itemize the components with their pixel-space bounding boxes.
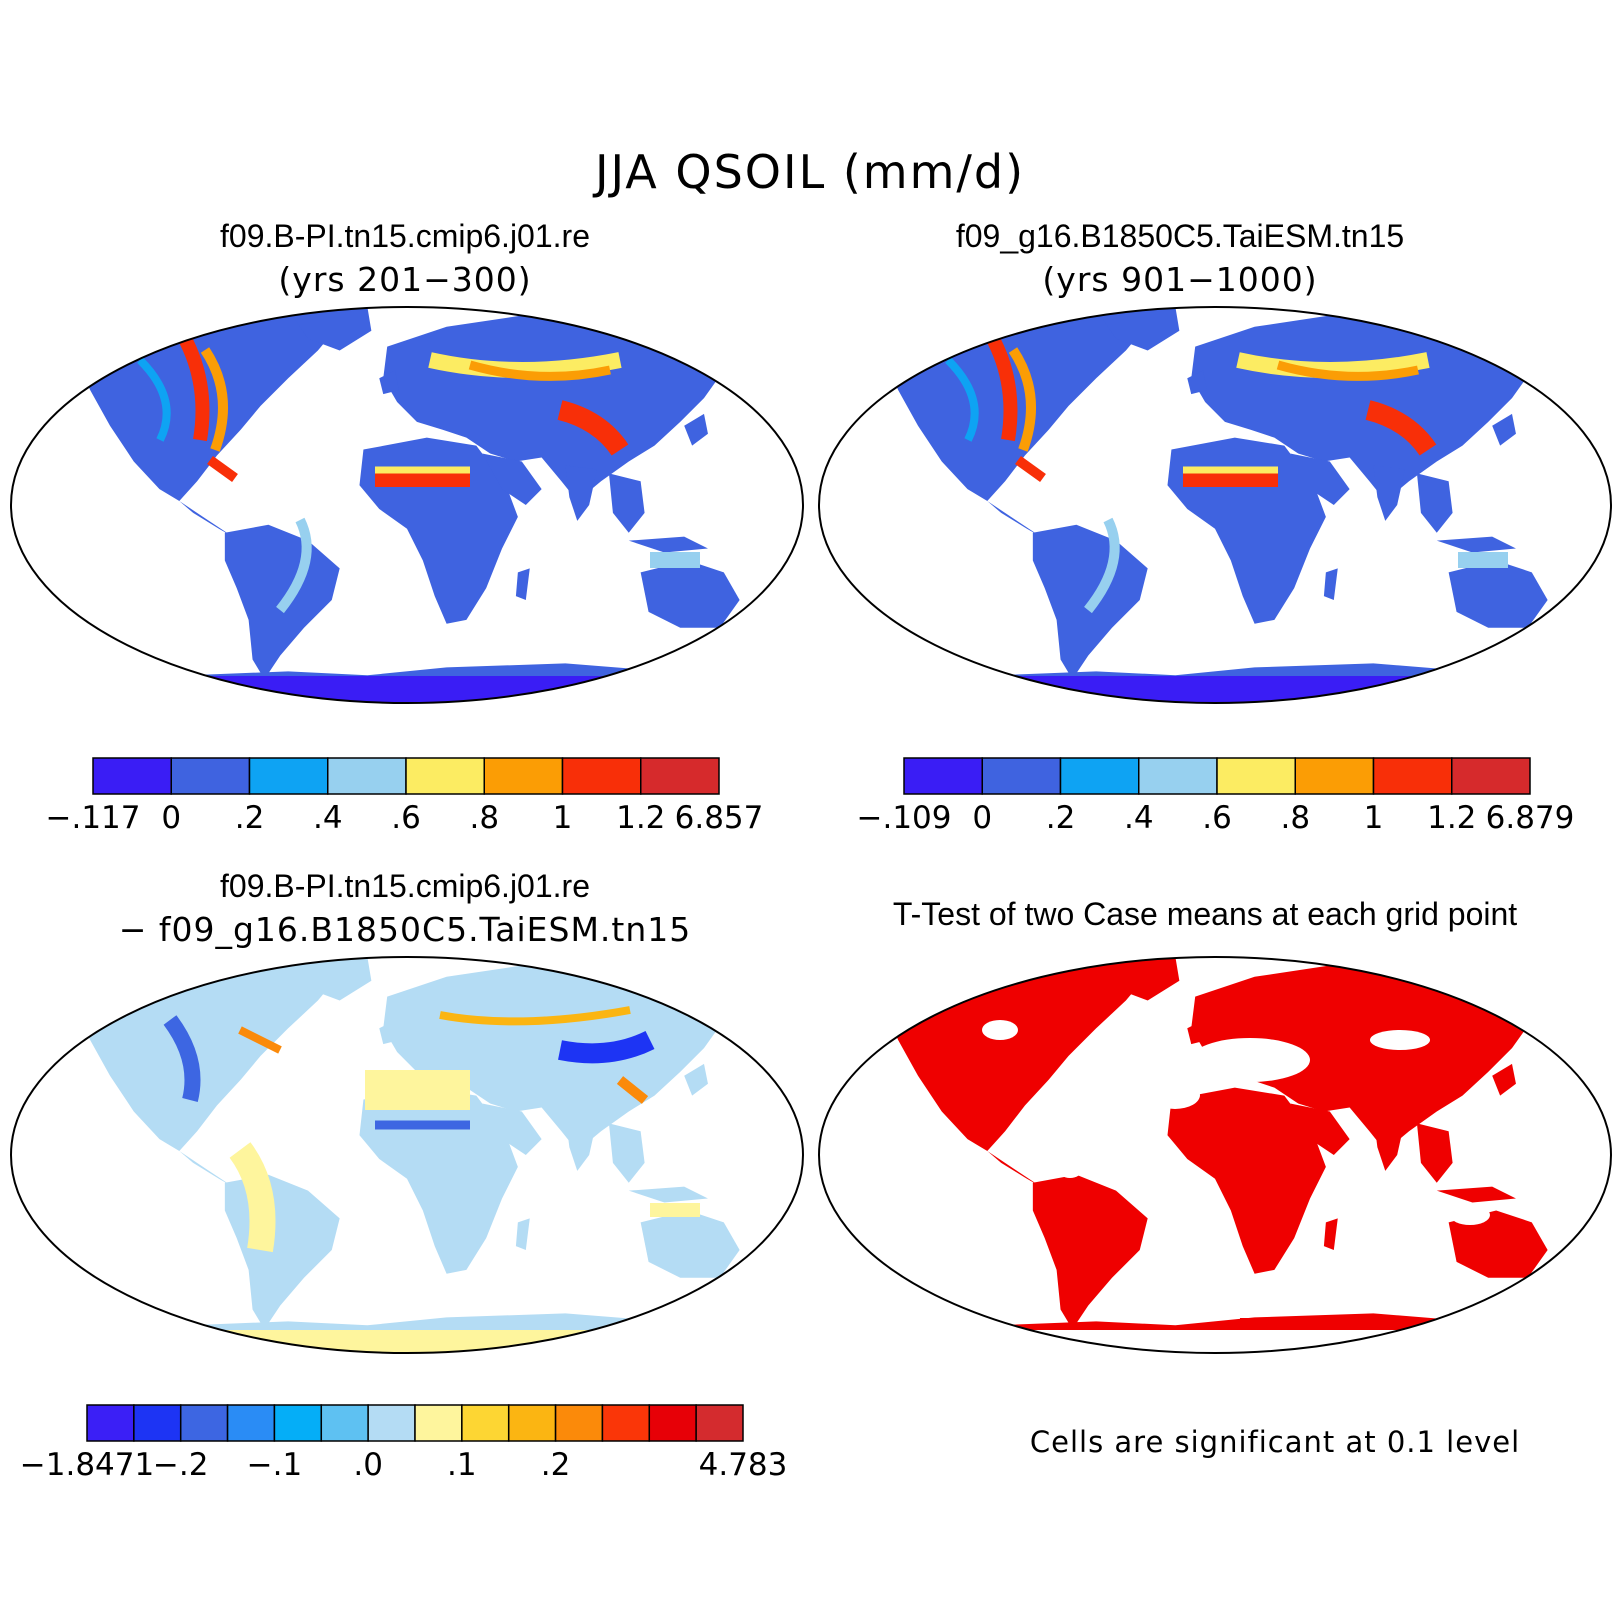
colorbar-swatch (1216, 757, 1296, 795)
map-panel-ttest (818, 956, 1612, 1354)
panel-title-case1: f09.B-PI.tn15.cmip6.j01.re (220, 218, 590, 254)
colorbar-swatch (92, 757, 172, 795)
colorbar-swatch (1372, 757, 1453, 795)
colorbar-swatch (248, 757, 329, 795)
colorbar-tick-label: −.2 (152, 1447, 209, 1483)
colorbar-tick-label: 1.2 (616, 800, 666, 836)
colorbar-swatch (320, 1404, 369, 1442)
colorbar-swatch (86, 1404, 135, 1442)
colorbar-swatch (461, 1404, 510, 1442)
colorbar-tick-label: 1 (1363, 800, 1384, 836)
colorbar-tick-label: 0 (161, 800, 182, 836)
map-panel-diff (10, 956, 804, 1354)
colorbar-tick-label: .2 (234, 800, 265, 836)
panel-title-diff: f09.B-PI.tn15.cmip6.j01.re (220, 868, 590, 904)
significance-note: Cells are significant at 0.1 level (1029, 1425, 1521, 1459)
colorbar-tick-label: 0 (972, 800, 993, 836)
colorbar-tick-label: −.1 (246, 1447, 303, 1483)
panel-subtitle-case1: (yrs 201−300) (278, 260, 532, 299)
colorbar-tick-label: 1 (552, 800, 573, 836)
colorbar-swatch (179, 1404, 229, 1442)
colorbar-tick-label: −.109 (856, 800, 952, 836)
colorbar-tick-label: −1.8471 (19, 1447, 155, 1483)
colorbar-tick-label: .2 (1045, 800, 1076, 836)
colorbar-swatch (405, 757, 485, 795)
colorbar-tick-label: .8 (1280, 800, 1311, 836)
map-panel-case2 (818, 306, 1612, 704)
panel-subtitle-case2: (yrs 901−1000) (1042, 260, 1318, 299)
colorbar-swatch (273, 1404, 323, 1442)
colorbar-swatch (561, 757, 642, 795)
colorbar-swatch (226, 1404, 276, 1442)
colorbar-swatch (981, 757, 1062, 795)
colorbar-tick-label: .6 (391, 800, 421, 836)
colorbar-tick-label: .8 (469, 800, 500, 836)
colorbar-tick-label: .6 (1202, 800, 1232, 836)
colorbar-swatch (1451, 757, 1531, 795)
colorbar-swatch (1059, 757, 1140, 795)
colorbar-tick-label: .0 (353, 1447, 383, 1483)
colorbar-swatch (507, 1404, 557, 1442)
colorbar-swatch (483, 757, 564, 795)
colorbar-diff (86, 1404, 744, 1442)
colorbar-swatch (648, 1404, 697, 1442)
panel-subtitle-diff: − f09_g16.B1850C5.TaiESM.tn15 (118, 910, 692, 949)
colorbar-tick-label: −.117 (45, 800, 141, 836)
colorbar-swatch (133, 1404, 182, 1442)
colorbar-swatch (695, 1404, 744, 1442)
colorbar-tick-label: .4 (312, 800, 343, 836)
colorbar-tick-label: .2 (540, 1447, 571, 1483)
colorbar-tick-label: .4 (1123, 800, 1154, 836)
colorbar-swatch (170, 757, 251, 795)
colorbar-swatch (554, 1404, 604, 1442)
map-panel-case1 (10, 306, 804, 704)
colorbar-case2 (903, 757, 1531, 795)
colorbar-swatch (1294, 757, 1375, 795)
colorbar-swatch (903, 757, 983, 795)
colorbar-tick-label: 1.2 (1427, 800, 1477, 836)
colorbar-tick-label: 4.783 (698, 1447, 788, 1483)
colorbar-tick-label: 6.857 (674, 800, 764, 836)
colorbar-swatch (367, 1404, 416, 1442)
colorbar-tick-label: .1 (447, 1447, 477, 1483)
colorbar-swatch (1138, 757, 1218, 795)
colorbar-swatch (414, 1404, 463, 1442)
figure-title: JJA QSOIL (mm/d) (594, 145, 1026, 199)
panel-title-case2: f09_g16.B1850C5.TaiESM.tn15 (955, 218, 1405, 254)
colorbar-swatch (601, 1404, 651, 1442)
colorbar-swatch (327, 757, 407, 795)
panel-title-ttest: T-Test of two Case means at each grid po… (892, 896, 1518, 932)
colorbar-case1 (92, 757, 720, 795)
colorbar-swatch (640, 757, 720, 795)
colorbar-tick-label: 6.879 (1485, 800, 1575, 836)
